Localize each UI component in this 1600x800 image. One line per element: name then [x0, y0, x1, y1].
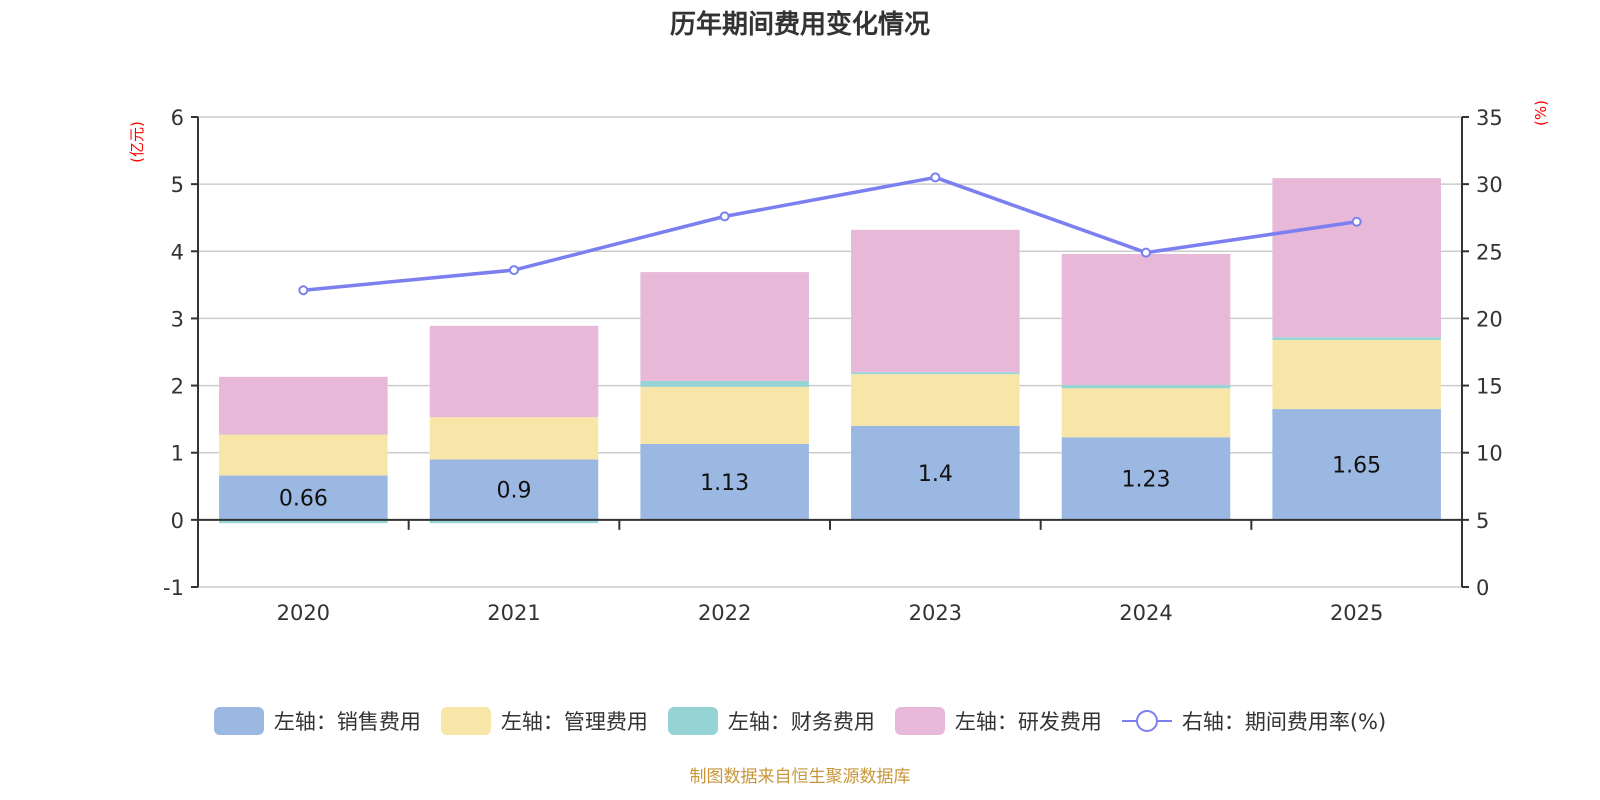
rate-line-series: [298, 172, 1362, 296]
rate-line-point: [509, 265, 519, 276]
legend-item-admin[interactable]: 左轴：管理费用: [440, 706, 648, 736]
right-axis-tick-label: 0: [1476, 576, 1489, 600]
left-axis-tick-label: 3: [171, 307, 184, 331]
sales-data-label: 0.66: [279, 487, 328, 512]
right-axis-tick-label: 15: [1476, 375, 1503, 399]
legend-swatch-admin: [440, 707, 491, 735]
sales-data-label: 1.4: [918, 462, 953, 487]
rate-line-point: [298, 285, 309, 296]
left-axis-tick-label: 0: [171, 509, 184, 533]
bar-admin: [429, 417, 599, 460]
legend-item-finance[interactable]: 左轴：财务费用: [667, 706, 875, 736]
left-axis-tick-label: 5: [171, 173, 184, 197]
left-axis-tick-label: 6: [171, 106, 184, 130]
bar-rnd: [429, 325, 599, 418]
rate-line-point: [1141, 247, 1151, 258]
x-axis-tick-label: 2023: [909, 601, 962, 625]
chart-title: 历年期间费用变化情况: [669, 10, 930, 40]
source-note: 制图数据来自恒生聚源数据库: [689, 767, 911, 787]
right-axis-tick-label: 10: [1476, 442, 1503, 466]
left-axis-tick-label: -1: [163, 576, 184, 600]
right-axis-tick-label: 25: [1476, 240, 1503, 264]
bar-finance: [851, 372, 1020, 375]
sales-data-label: 0.9: [497, 479, 532, 504]
bar-admin: [1272, 339, 1441, 410]
bar-admin: [640, 386, 809, 444]
bar-sales: [219, 475, 388, 520]
bar-sales: [851, 425, 1020, 520]
bar-admin: [1061, 388, 1231, 438]
bar-admin: [219, 434, 388, 476]
legend-label: 左轴：财务费用: [727, 710, 875, 734]
left-axis-unit-label: (亿元): [128, 121, 146, 163]
left-axis-tick-label: 1: [171, 442, 184, 466]
left-axis-tick-label: 2: [171, 375, 184, 399]
right-axis-tick-label: 30: [1476, 173, 1503, 197]
right-axis-tick-label: 5: [1476, 509, 1489, 533]
bar-finance: [429, 519, 599, 524]
x-axis-tick-label: 2021: [487, 601, 540, 625]
bar-rnd: [219, 376, 388, 435]
line-marker-icon: [1121, 707, 1172, 735]
x-axis-tick-label: 2022: [698, 601, 751, 625]
rate-line-point: [1351, 216, 1362, 227]
legend-label: 左轴：管理费用: [500, 710, 648, 734]
sales-data-label: 1.65: [1332, 453, 1381, 478]
legend-item-sales[interactable]: 左轴：销售费用: [213, 706, 421, 736]
legend-label: 左轴：销售费用: [273, 710, 421, 734]
legend-swatch-rnd: [894, 707, 945, 735]
legend-item-rnd[interactable]: 左轴：研发费用: [894, 706, 1102, 736]
grid-lines: [198, 116, 1462, 588]
bar-rnd: [640, 272, 809, 381]
legend: 左轴：销售费用 左轴：管理费用 左轴：财务费用 左轴：研发费用 右轴：期间费用率…: [0, 706, 1600, 736]
bar-rnd: [1061, 253, 1231, 385]
x-axis-tick-label: 2025: [1330, 601, 1383, 625]
bar-finance: [1272, 337, 1441, 340]
rate-line: [303, 175, 1357, 292]
bar-sales: [429, 459, 599, 520]
legend-label: 左轴：研发费用: [954, 710, 1102, 734]
bar-admin: [851, 374, 1020, 426]
right-axis-unit-label: (%): [1532, 100, 1550, 126]
bar-finance: [1061, 384, 1231, 389]
x-axis-tick-label: 2020: [277, 601, 330, 625]
bar-finance: [640, 380, 809, 387]
sales-data-label: 1.23: [1122, 468, 1171, 493]
legend-swatch-sales: [213, 707, 264, 735]
bar-rnd: [851, 229, 1020, 373]
bar-sales: [1272, 409, 1441, 520]
bar-rnd: [1272, 178, 1441, 338]
rate-line-point: [719, 211, 730, 222]
sales-data-label: 1.13: [700, 471, 749, 496]
left-axis-tick-label: 4: [171, 240, 184, 264]
x-axis-tick-label: 2024: [1119, 601, 1172, 625]
right-axis-tick-label: 20: [1476, 307, 1503, 331]
data-labels: 0.66 0.9 1.13 1.4 1.23 1.65: [279, 453, 1381, 511]
legend-label: 右轴：期间费用率(%): [1181, 710, 1387, 734]
bar-series: [219, 178, 1441, 524]
bar-sales: [640, 443, 809, 520]
legend-item-rate[interactable]: 右轴：期间费用率(%): [1121, 706, 1387, 736]
legend-swatch-finance: [667, 707, 718, 735]
rate-line-point: [930, 172, 941, 183]
bar-finance: [219, 519, 388, 524]
right-axis-tick-label: 35: [1476, 106, 1503, 130]
bar-sales: [1061, 437, 1231, 520]
